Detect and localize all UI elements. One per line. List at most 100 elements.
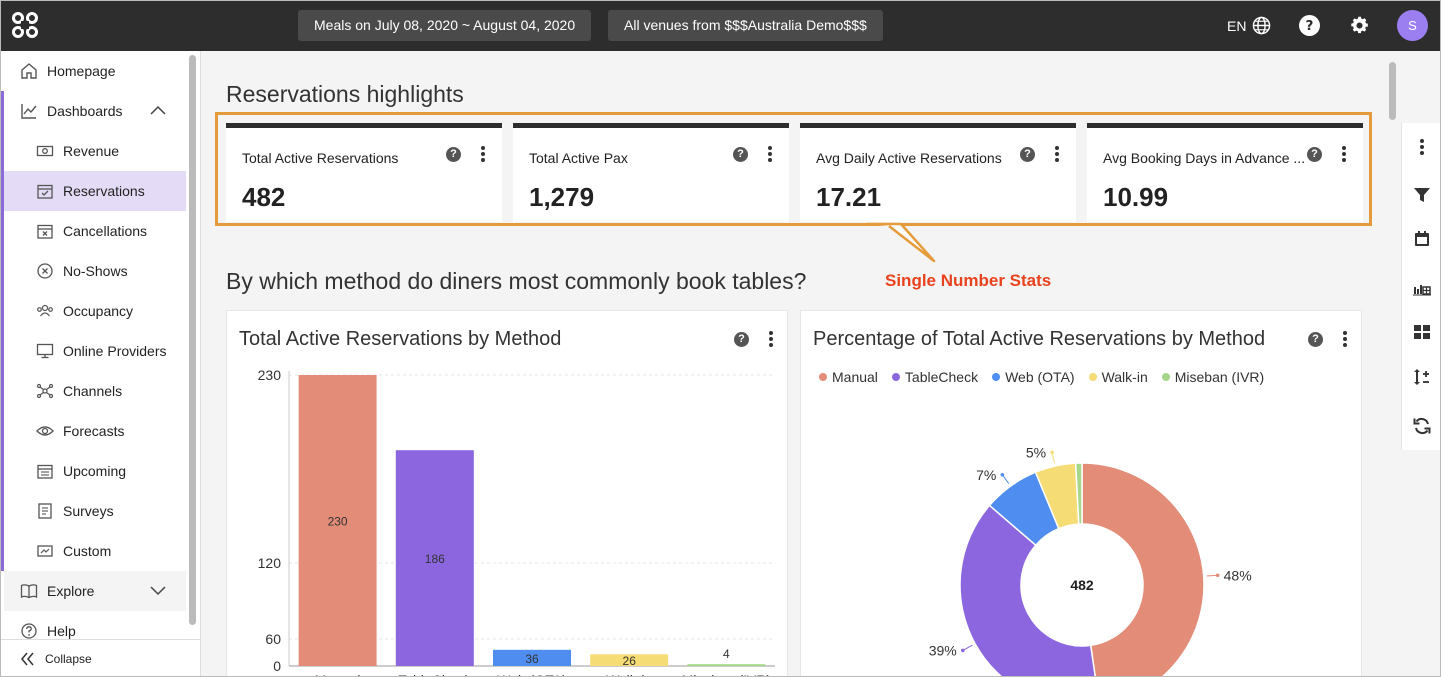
gear-icon[interactable]: [1349, 15, 1370, 36]
legend-swatch: [891, 373, 900, 381]
sidebar-item-revenue[interactable]: Revenue: [4, 131, 186, 171]
legend-item[interactable]: Manual: [819, 369, 878, 385]
stat-value: 10.99: [1103, 182, 1169, 212]
document-icon: [38, 503, 52, 519]
user-avatar[interactable]: S: [1397, 10, 1428, 41]
sidebar-item-label: Explore: [47, 583, 95, 599]
more-options-icon[interactable]: [1412, 137, 1432, 157]
y-tick-label: 230: [258, 367, 282, 383]
chart-line-icon: [21, 104, 37, 119]
annotation-callout-label: Single Number Stats: [885, 271, 1052, 290]
donut-slice[interactable]: [1074, 462, 1083, 525]
bar[interactable]: [590, 654, 669, 666]
more-options-icon[interactable]: [768, 146, 772, 162]
bar-value-label: 4: [723, 647, 730, 661]
more-options-icon[interactable]: [1343, 331, 1347, 347]
sidebar-item-online-providers[interactable]: Online Providers: [4, 331, 186, 371]
top-bar: Meals on July 08, 2020 ~ August 04, 2020…: [0, 0, 1441, 51]
more-options-icon[interactable]: [1342, 146, 1346, 162]
help-icon[interactable]: ?: [1020, 147, 1035, 162]
collapse-button[interactable]: Collapse: [0, 639, 200, 677]
calendar-icon[interactable]: [1412, 229, 1432, 249]
sidebar-item-label: Occupancy: [63, 303, 134, 319]
money-icon: [36, 145, 54, 157]
sidebar-item-reservations[interactable]: Reservations: [4, 171, 186, 211]
bar[interactable]: [298, 375, 377, 666]
sidebar-item-explore[interactable]: Explore: [4, 571, 186, 611]
app-logo-icon[interactable]: [12, 12, 38, 38]
bar[interactable]: [395, 450, 474, 666]
leader-line: [1206, 574, 1218, 577]
bar-value-label: 186: [425, 552, 445, 566]
sidebar: Homepage Dashboards Revenue Reservations…: [0, 51, 201, 677]
chart-table-icon[interactable]: [1412, 279, 1432, 299]
more-options-icon[interactable]: [1055, 146, 1059, 162]
x-tick-label: Miseban (IVR): [682, 672, 771, 677]
grid-layout-icon[interactable]: [1412, 322, 1432, 342]
legend-item[interactable]: Walk-in: [1088, 369, 1148, 385]
legend-label: Miseban (IVR): [1174, 369, 1265, 385]
highlights-title: Reservations highlights: [226, 81, 464, 107]
bar-value-label: 36: [525, 652, 539, 666]
sidebar-item-occupancy[interactable]: Occupancy: [4, 291, 186, 331]
sidebar-item-no-shows[interactable]: No-Shows: [4, 251, 186, 291]
refresh-icon[interactable]: [1412, 416, 1432, 436]
adjust-spacing-icon[interactable]: [1412, 367, 1432, 387]
legend-item[interactable]: Web (OTA): [992, 369, 1075, 385]
sidebar-item-channels[interactable]: Channels: [4, 371, 186, 411]
more-options-icon[interactable]: [769, 331, 773, 347]
donut-center-total: 482: [1070, 577, 1094, 593]
donut-slice[interactable]: [959, 504, 1099, 677]
x-tick-label: Manual: [315, 672, 361, 677]
sidebar-item-upcoming[interactable]: Upcoming: [4, 451, 186, 491]
donut-slice[interactable]: [1081, 462, 1205, 677]
date-filter-pill[interactable]: Meals on July 08, 2020 ~ August 04, 2020: [298, 10, 592, 41]
more-options-icon[interactable]: [481, 146, 485, 162]
leader-line: [962, 644, 973, 651]
sidebar-item-custom[interactable]: Custom: [4, 531, 186, 571]
help-icon[interactable]: ?: [734, 332, 749, 347]
sidebar-item-label: Forecasts: [63, 423, 125, 439]
chevron-down-icon[interactable]: [150, 586, 166, 596]
book-icon: [20, 584, 38, 599]
help-icon[interactable]: ?: [1307, 147, 1322, 162]
main-scrollbar[interactable]: [1389, 62, 1396, 120]
language-selector[interactable]: EN: [1227, 0, 1271, 51]
legend-swatch: [992, 373, 1001, 381]
help-icon[interactable]: ?: [1308, 332, 1323, 347]
legend-swatch: [1161, 373, 1170, 381]
slice-percent-label: 48%: [1224, 567, 1252, 583]
filter-icon[interactable]: [1412, 185, 1432, 205]
sidebar-item-dashboards[interactable]: Dashboards: [4, 91, 186, 131]
help-icon[interactable]: ?: [446, 147, 461, 162]
bar[interactable]: [687, 664, 766, 666]
sidebar-item-surveys[interactable]: Surveys: [4, 491, 186, 531]
calendar-check-icon: [37, 184, 53, 199]
venue-filter-pill[interactable]: All venues from $$$Australia Demo$$$: [608, 10, 883, 41]
donut-chart-panel: Percentage of Total Active Reservations …: [800, 310, 1362, 677]
sidebar-item-cancellations[interactable]: Cancellations: [4, 211, 186, 251]
legend-item[interactable]: TableCheck: [891, 369, 978, 385]
language-label: EN: [1227, 17, 1247, 34]
circle-x-icon: [37, 263, 53, 279]
sidebar-item-homepage[interactable]: Homepage: [4, 51, 186, 91]
eye-icon: [36, 426, 54, 436]
help-icon[interactable]: ?: [733, 147, 748, 162]
custom-icon: [37, 545, 53, 557]
chart-legend: Manual TableCheck Web (OTA) Walk-in Miseban …: [819, 369, 1278, 385]
bar[interactable]: [493, 649, 571, 666]
bar-chart-title: Total Active Reservations by Method: [239, 328, 562, 350]
x-tick-label: Walk-in: [606, 672, 652, 677]
dashboards-accent-bar: [1, 91, 4, 571]
chevron-up-icon[interactable]: [150, 105, 166, 115]
stat-label: Avg Booking Days in Advance ...: [1103, 150, 1306, 166]
donut-chart-title: Percentage of Total Active Reservations …: [813, 328, 1266, 350]
sidebar-scrollbar[interactable]: [189, 55, 196, 625]
legend-item[interactable]: Miseban (IVR): [1161, 369, 1265, 385]
sidebar-item-label: Channels: [63, 383, 123, 399]
leader-dot: [960, 648, 965, 653]
monitor-icon: [36, 343, 54, 359]
sidebar-item-label: Surveys: [63, 503, 114, 519]
sidebar-item-forecasts[interactable]: Forecasts: [4, 411, 186, 451]
help-icon[interactable]: ?: [1299, 15, 1320, 36]
